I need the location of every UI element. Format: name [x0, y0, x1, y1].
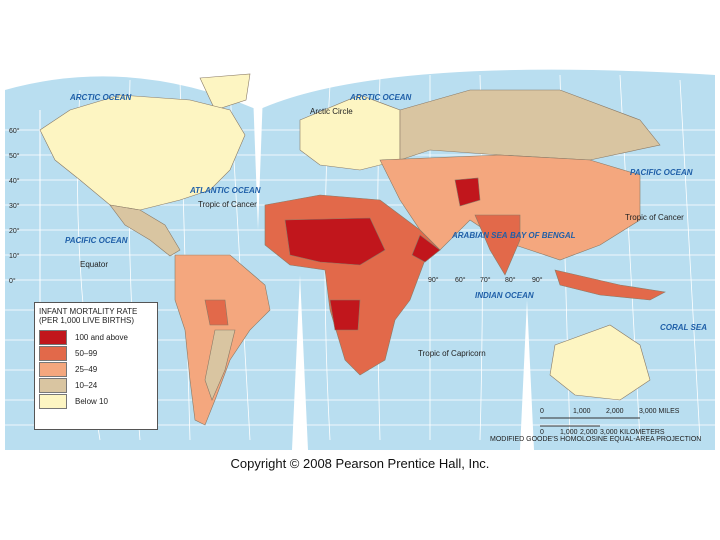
australia	[549, 324, 651, 401]
scale-label: 1,000	[560, 429, 578, 436]
scale-label: 2,000	[580, 429, 598, 436]
scale-label: 3,000 MILES	[639, 408, 680, 415]
sahel	[284, 217, 386, 266]
scale-label: 0	[540, 408, 544, 415]
latitude-label: 50°	[9, 152, 20, 160]
scale-label: 1,000	[573, 408, 591, 415]
interruption	[520, 300, 534, 450]
longitude-label: 90°	[532, 276, 543, 284]
ocean-label: ARABIAN SEA	[451, 231, 508, 240]
scale-label: 2,000	[606, 408, 624, 415]
latitude-label: 60°	[9, 127, 20, 135]
scale-label: 0	[540, 429, 544, 436]
latitude-label: 20°	[9, 227, 20, 235]
interruption	[252, 65, 264, 230]
latitude-label: 30°	[9, 202, 20, 210]
greenland	[199, 73, 251, 111]
southern-cone	[204, 329, 236, 401]
legend-item: 50–99	[39, 345, 153, 361]
central-america	[109, 204, 181, 257]
scale-bar	[540, 417, 640, 427]
bolivia	[204, 299, 229, 326]
projection-note: MODIFIED GOODE'S HOMOLOSINE EQUAL-AREA P…	[490, 436, 701, 443]
ocean-label: PACIFIC OCEAN	[630, 168, 693, 177]
legend-swatch	[39, 393, 67, 409]
legend-item: 25–49	[39, 361, 153, 377]
legend-subtitle: (PER 1,000 LIVE BIRTHS)	[39, 316, 134, 325]
scale-label: 3,000 KILOMETERS	[600, 429, 665, 436]
copyright: Copyright © 2008 Pearson Prentice Hall, …	[231, 456, 490, 471]
legend-swatch	[39, 345, 67, 361]
afghanistan	[454, 177, 481, 207]
southeast-asia-islands	[554, 269, 666, 301]
ocean-label: BAY OF BENGAL	[510, 231, 576, 240]
interruption	[292, 275, 308, 450]
legend-label: Below 10	[75, 396, 108, 406]
north-america	[39, 94, 246, 211]
legend-label: 25–49	[75, 364, 98, 374]
ocean-label: ATLANTIC OCEAN	[189, 186, 261, 195]
line-label: Tropic of Cancer	[198, 200, 257, 209]
legend-title: INFANT MORTALITY RATE	[39, 307, 138, 316]
legend-swatch	[39, 361, 67, 377]
longitude-label: 90°	[428, 276, 439, 284]
central-africa	[329, 299, 361, 331]
legend-items: 100 and above 50–99 25–49 10–24 Below 10	[39, 329, 153, 409]
legend-swatch	[39, 329, 67, 345]
legend-item: 10–24	[39, 377, 153, 393]
ocean-label: ARCTIC OCEAN	[349, 93, 412, 102]
ocean-label: CORAL SEA	[660, 323, 707, 332]
legend: INFANT MORTALITY RATE (PER 1,000 LIVE BI…	[34, 302, 158, 430]
line-label: Tropic of Cancer	[625, 213, 684, 222]
legend-label: 50–99	[75, 348, 98, 358]
legend-label: 100 and above	[75, 332, 128, 342]
ocean-label: PACIFIC OCEAN	[65, 236, 128, 245]
russia	[399, 89, 661, 161]
land	[39, 73, 666, 426]
south-asia	[474, 214, 521, 276]
line-label: Equator	[80, 260, 108, 269]
line-label: Tropic of Capricorn	[418, 349, 486, 358]
legend-swatch	[39, 377, 67, 393]
ocean-label: INDIAN OCEAN	[475, 291, 534, 300]
somalia	[411, 234, 441, 263]
longitude-label: 70°	[480, 276, 491, 284]
line-label: Arctic Circle	[310, 107, 353, 116]
legend-item: 100 and above	[39, 329, 153, 345]
latitude-label: 10°	[9, 252, 20, 260]
latitude-label: 40°	[9, 177, 20, 185]
latitude-label: 0°	[9, 277, 16, 285]
longitude-label: 60°	[455, 276, 466, 284]
europe	[299, 94, 401, 171]
legend-item: Below 10	[39, 393, 153, 409]
map-edge	[5, 65, 715, 110]
legend-label: 10–24	[75, 380, 98, 390]
longitude-label: 80°	[505, 276, 516, 284]
ocean-label: ARCTIC OCEAN	[69, 93, 132, 102]
